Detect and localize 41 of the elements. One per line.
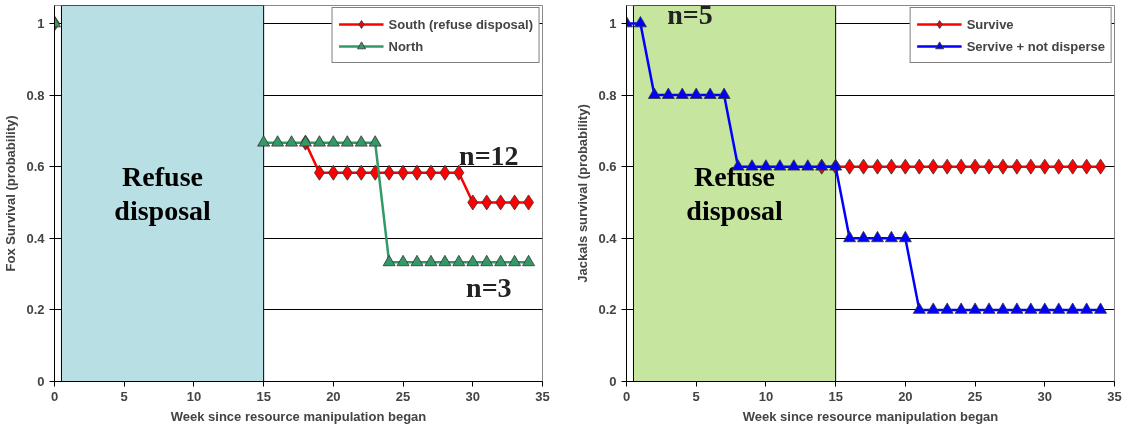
annotation: n=12 [459, 140, 519, 172]
legend-label: South (refuse disposal) [388, 16, 533, 32]
y-tick-label: 0.6 [598, 159, 617, 175]
x-tick-label: 30 [465, 388, 481, 404]
x-tick-label: 20 [326, 388, 341, 404]
y-tick-label: 0.6 [26, 159, 45, 175]
x-tick-label: 5 [692, 388, 700, 404]
band-label: Refuse disposal [686, 160, 784, 227]
y-axis-title: Jackals survival (probability) [575, 104, 591, 283]
y-tick-label: 0 [37, 374, 45, 389]
x-tick-label: 30 [1037, 388, 1053, 404]
x-axis-title: Week since resource manipulation began [742, 408, 999, 424]
y-tick-label: 0.2 [26, 302, 45, 318]
y-tick-label: 0.4 [598, 230, 618, 246]
y-axis-title: Fox Survival (probability) [3, 115, 19, 272]
x-tick-label: 10 [186, 388, 202, 404]
x-tick-label: 15 [256, 388, 271, 404]
x-tick-label: 25 [967, 388, 983, 404]
band-label: Refuse disposal [114, 160, 212, 227]
x-tick-label: 25 [395, 388, 411, 404]
x-tick-label: 0 [50, 388, 59, 404]
y-tick-label: 1 [609, 15, 617, 31]
y-tick-label: 0.8 [598, 87, 617, 103]
x-tick-label: 5 [120, 388, 128, 404]
x-tick-label: 35 [1107, 388, 1122, 404]
x-tick-label: 10 [758, 388, 774, 404]
y-tick-label: 0.4 [26, 230, 46, 246]
y-tick-label: 0 [609, 374, 617, 389]
y-tick-label: 0.8 [26, 87, 45, 103]
y-tick-label: 0.2 [598, 302, 617, 318]
annotation: n=3 [466, 272, 512, 303]
annotation: n=5 [667, 0, 713, 31]
legend-label: North [388, 38, 424, 54]
x-tick-label: 0 [622, 388, 631, 404]
legend-label: Survive [966, 16, 1014, 32]
x-axis-title: Week since resource manipulation began [170, 408, 427, 424]
x-tick-label: 35 [535, 388, 550, 404]
x-tick-label: 20 [898, 388, 913, 404]
x-tick-label: 15 [828, 388, 843, 404]
legend-label: Servive + not disperse [966, 38, 1105, 54]
y-tick-label: 1 [37, 15, 45, 31]
